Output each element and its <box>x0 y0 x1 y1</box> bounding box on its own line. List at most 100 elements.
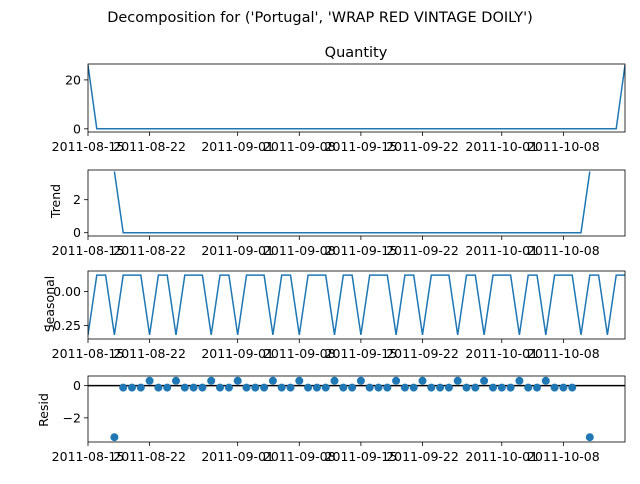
resid-point <box>383 383 392 392</box>
panel-title-quantity: Quantity <box>325 45 388 61</box>
trend-xtick-label: 2011-10-01 <box>465 243 538 258</box>
quantity-xtick-label: 2011-10-08 <box>527 139 600 154</box>
resid-point <box>180 383 189 392</box>
quantity-axes-frame <box>87 63 626 133</box>
resid-point <box>172 376 180 385</box>
seasonal-xtick-label: 2011-09-08 <box>263 346 336 361</box>
trend-xtick-label: 2011-09-01 <box>201 243 274 258</box>
resid-point <box>268 376 277 385</box>
resid-point <box>304 383 313 392</box>
quantity-xtick-label: 2011-10-01 <box>465 139 538 154</box>
resid-point <box>489 383 497 392</box>
resid-point <box>189 383 198 392</box>
resid-point <box>260 383 269 392</box>
seasonal-xtick-label: 2011-09-01 <box>201 346 274 361</box>
resid-point <box>568 383 577 392</box>
resid-point <box>559 383 568 392</box>
resid-point <box>427 383 436 392</box>
resid-point <box>163 383 172 392</box>
ylabel-trend: Trend <box>48 184 63 219</box>
resid-point <box>515 376 524 385</box>
resid-axes-frame <box>87 375 626 443</box>
trend-xtick-label: 2011-09-22 <box>386 243 459 258</box>
resid-xtick-label: 2011-10-08 <box>527 449 600 464</box>
ylabel-seasonal: Seasonal <box>42 276 57 333</box>
resid-point <box>453 376 462 385</box>
trend-axes-frame <box>87 169 626 237</box>
resid-point <box>541 376 550 385</box>
resid-point <box>321 383 330 392</box>
quantity-xtick-label: 2011-09-15 <box>325 139 398 154</box>
resid-point <box>242 383 251 392</box>
resid-ytick-label: 0 <box>73 378 81 393</box>
resid-point <box>216 383 224 392</box>
resid-ytick-label: −2 <box>63 410 81 425</box>
resid-xtick-label: 2011-09-01 <box>201 449 274 464</box>
resid-point <box>524 383 533 392</box>
quantity-xtick-label: 2011-08-22 <box>113 139 186 154</box>
resid-point <box>339 383 348 392</box>
resid-point <box>295 376 304 385</box>
resid-point <box>330 376 339 385</box>
resid-point <box>436 383 445 392</box>
resid-point <box>374 383 383 392</box>
resid-point <box>251 383 260 392</box>
resid-point <box>154 383 163 392</box>
resid-point <box>356 376 365 385</box>
resid-xtick-label: 2011-09-22 <box>386 449 459 464</box>
resid-xtick-label: 2011-08-22 <box>113 449 186 464</box>
quantity-series-line <box>88 65 625 130</box>
resid-point <box>409 383 418 392</box>
seasonal-xtick-label: 2011-09-22 <box>386 346 459 361</box>
quantity-ytick-label: 20 <box>65 72 81 87</box>
seasonal-axes-frame <box>87 270 626 340</box>
resid-point <box>365 383 374 392</box>
trend-xtick-label: 2011-08-22 <box>113 243 186 258</box>
resid-point <box>533 383 541 392</box>
seasonal-ytick-label: −0.25 <box>43 318 81 333</box>
seasonal-xtick-label: 2011-08-15 <box>52 346 125 361</box>
trend-series-line <box>113 171 591 234</box>
quantity-xtick-label: 2011-08-15 <box>52 139 125 154</box>
seasonal-xtick-label: 2011-08-22 <box>113 346 186 361</box>
resid-point <box>497 383 506 392</box>
resid-point <box>348 383 357 392</box>
resid-point <box>471 383 480 392</box>
resid-xtick-label: 2011-09-15 <box>325 449 398 464</box>
resid-point <box>462 383 471 392</box>
trend-ytick-label: 2 <box>73 192 81 207</box>
seasonal-ytick-label: 0.00 <box>53 284 81 299</box>
resid-point <box>585 433 594 442</box>
resid-point <box>400 383 409 392</box>
resid-point <box>392 376 401 385</box>
resid-point <box>277 383 286 392</box>
seasonal-xtick-label: 2011-10-08 <box>527 346 600 361</box>
resid-point <box>110 433 119 442</box>
resid-point <box>418 376 427 385</box>
resid-xtick-label: 2011-10-01 <box>465 449 538 464</box>
trend-xtick-label: 2011-09-08 <box>263 243 336 258</box>
resid-point <box>224 383 233 392</box>
trend-xtick-label: 2011-10-08 <box>527 243 600 258</box>
resid-point <box>480 376 489 385</box>
ylabel-resid: Resid <box>36 393 51 427</box>
resid-point <box>550 383 559 392</box>
trend-ytick-label: 0 <box>73 225 81 240</box>
resid-point <box>198 383 207 392</box>
resid-point <box>145 376 154 385</box>
resid-point <box>444 383 453 392</box>
resid-point <box>233 376 242 385</box>
trend-xtick-label: 2011-09-15 <box>325 243 398 258</box>
trend-xtick-label: 2011-08-15 <box>52 243 125 258</box>
resid-point <box>128 383 136 392</box>
seasonal-series-line <box>88 274 625 336</box>
quantity-xtick-label: 2011-09-01 <box>201 139 274 154</box>
quantity-xtick-label: 2011-09-08 <box>263 139 336 154</box>
resid-point <box>286 383 295 392</box>
seasonal-xtick-label: 2011-10-01 <box>465 346 538 361</box>
quantity-ytick-label: 0 <box>73 121 81 136</box>
seasonal-xtick-label: 2011-09-15 <box>325 346 398 361</box>
resid-point <box>119 383 128 392</box>
